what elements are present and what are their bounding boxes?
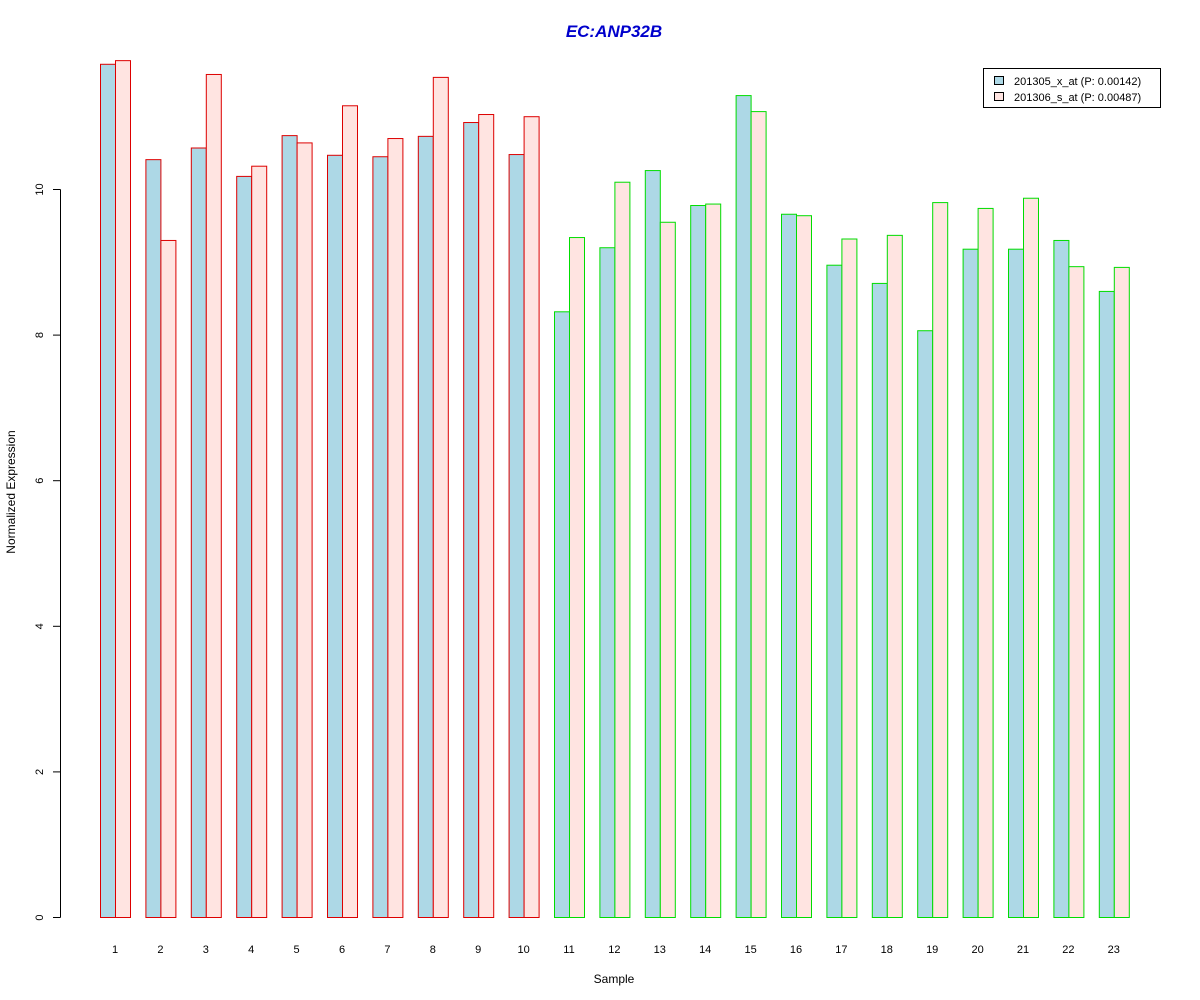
bar-series2-sample-7 xyxy=(387,138,404,919)
x-tick-label: 9 xyxy=(475,944,481,956)
bar-series2-sample-23 xyxy=(1113,266,1130,918)
x-tick-label: 11 xyxy=(563,944,574,956)
y-tick-label: 8 xyxy=(34,332,46,338)
x-tick-label: 5 xyxy=(294,944,300,956)
bar-series1-sample-16 xyxy=(781,213,797,918)
bar-series2-sample-6 xyxy=(342,105,358,918)
y-tick-label: 2 xyxy=(34,769,46,775)
bar-series1-sample-23 xyxy=(1098,290,1115,919)
bar-series1-sample-8 xyxy=(417,135,434,918)
bar-series2-sample-13 xyxy=(659,221,676,918)
legend-swatch-series2 xyxy=(994,92,1004,101)
bar-series1-sample-11 xyxy=(554,311,570,918)
bar-series2-sample-20 xyxy=(977,207,994,919)
legend: 201305_x_at (P: 0.00142) 201306_s_at (P: … xyxy=(983,68,1161,108)
x-axis: 1 2 3 4 5 6 7 8 9 10 11 12 13 14 15 16 17 18 19 20 21 22 23 xyxy=(112,944,1120,956)
x-tick-label: 1 xyxy=(112,944,118,956)
x-tick-label: 18 xyxy=(881,944,893,956)
bar-series1-sample-14 xyxy=(690,205,707,919)
bar-series2-sample-2 xyxy=(160,239,177,918)
bar-series2-sample-9 xyxy=(478,114,495,919)
bar-series1-sample-22 xyxy=(1053,239,1070,918)
y-tick-label: 10 xyxy=(34,183,46,195)
bar-series2-sample-19 xyxy=(932,202,949,918)
legend-label-series1: 201305_x_at (P: 0.00142) xyxy=(1014,76,1141,88)
x-tick-label: 6 xyxy=(339,944,345,956)
x-tick-label: 15 xyxy=(744,944,756,956)
bar-series1-sample-12 xyxy=(599,247,616,919)
legend-box xyxy=(983,68,1161,108)
x-tick-label: 8 xyxy=(430,944,436,956)
x-tick-label: 21 xyxy=(1017,944,1029,956)
x-tick-label: 16 xyxy=(790,944,802,956)
bar-series2-sample-12 xyxy=(614,181,631,919)
bar-series1-sample-6 xyxy=(327,154,343,918)
bar-series2-sample-3 xyxy=(205,73,222,918)
x-tick-label: 10 xyxy=(517,944,529,956)
x-tick-label: 22 xyxy=(1062,944,1074,956)
chart-title: EC:ANP32B xyxy=(566,22,662,41)
bar-series1-sample-19 xyxy=(917,330,934,918)
bar-series2-sample-21 xyxy=(1023,197,1039,918)
bar-series1-sample-3 xyxy=(190,147,207,918)
x-tick-label: 19 xyxy=(926,944,938,956)
bar-series2-sample-22 xyxy=(1068,266,1085,918)
x-tick-label: 7 xyxy=(384,944,390,956)
bar-series1-sample-1 xyxy=(100,63,116,918)
x-tick-label: 3 xyxy=(203,944,209,956)
bar-series1-sample-17 xyxy=(826,264,843,919)
y-tick-label: 6 xyxy=(34,478,46,484)
bar-series2-sample-10 xyxy=(523,116,540,918)
bar-series2-sample-14 xyxy=(705,203,722,918)
bar-series1-sample-5 xyxy=(281,135,298,919)
y-tick-label: 0 xyxy=(34,914,46,920)
x-tick-label: 4 xyxy=(248,944,254,956)
x-tick-label: 12 xyxy=(608,944,620,956)
bar-series1-sample-13 xyxy=(644,170,661,918)
bar-series1-sample-21 xyxy=(1008,248,1024,919)
bar-series1-sample-10 xyxy=(508,154,525,918)
bar-series1-sample-4 xyxy=(236,175,253,918)
legend-swatch-series1 xyxy=(994,76,1004,85)
bar-series2-sample-15 xyxy=(750,111,767,918)
bar-series1-sample-18 xyxy=(871,282,888,918)
bar-series1-sample-7 xyxy=(372,156,389,919)
x-tick-label: 13 xyxy=(654,944,666,956)
bar-series2-sample-17 xyxy=(841,238,858,918)
y-axis: 0 2 4 6 8 10 xyxy=(34,183,61,921)
y-axis-title: Normalized Expression xyxy=(4,430,18,553)
bars-layer xyxy=(100,60,1130,919)
x-tick-label: 14 xyxy=(699,944,711,956)
bar-series1-sample-20 xyxy=(962,248,979,919)
bar-series1-sample-2 xyxy=(145,159,162,919)
x-tick-label: 20 xyxy=(971,944,983,956)
bar-series1-sample-9 xyxy=(463,122,480,919)
legend-label-series2: 201306_s_at (P: 0.00487) xyxy=(1014,92,1141,104)
bar-series1-sample-15 xyxy=(735,95,752,918)
bar-series2-sample-16 xyxy=(796,215,812,918)
x-tick-label: 23 xyxy=(1108,944,1120,956)
x-tick-label: 17 xyxy=(835,944,847,956)
bar-series2-sample-5 xyxy=(296,142,313,918)
bar-series2-sample-11 xyxy=(569,237,585,919)
x-tick-label: 2 xyxy=(157,944,163,956)
y-tick-label: 4 xyxy=(34,623,46,629)
bar-series2-sample-1 xyxy=(115,60,131,919)
bar-series2-sample-4 xyxy=(251,165,268,919)
x-axis-title: Sample xyxy=(594,972,635,986)
bar-series2-sample-18 xyxy=(886,234,903,918)
bar-series2-sample-8 xyxy=(432,76,449,918)
